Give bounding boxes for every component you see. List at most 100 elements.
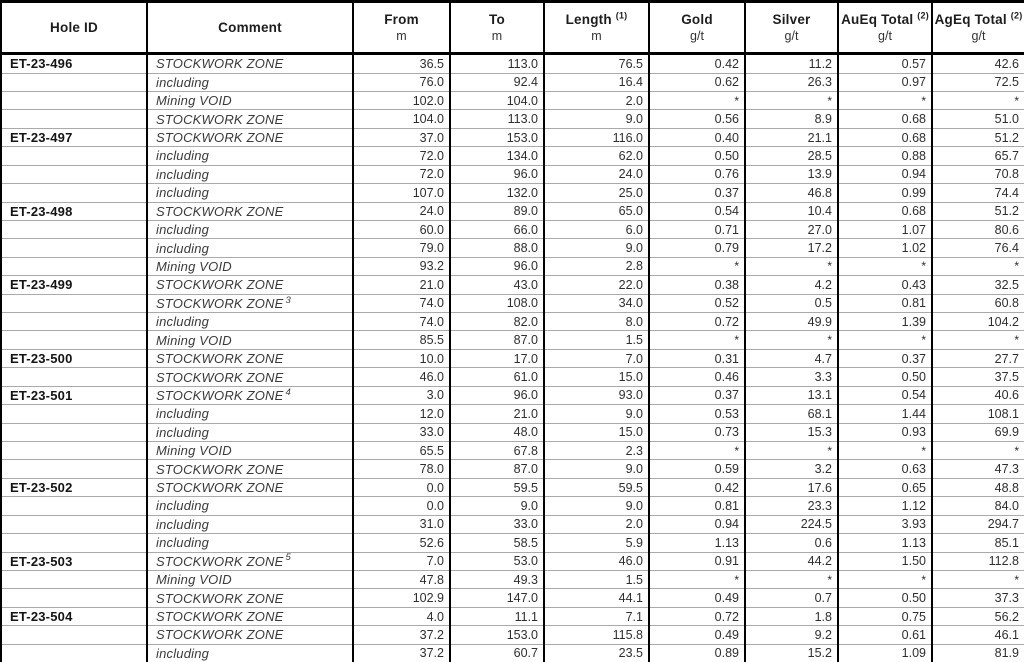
ageq-cell: 112.8 [931,551,1024,571]
aueq-cell: 1.02 [837,238,933,258]
hole-id-cell [0,293,148,313]
footnote-marker: 4 [285,386,291,398]
column-header-gold: Gold g/t [648,0,746,55]
comment-cell: Mining VOID [146,569,354,589]
table-row: Mining VOID 65.5 67.8 2.3 * * * * [0,440,1024,460]
length-cell: 16.4 [543,72,650,92]
aueq-cell: * [837,90,933,110]
comment-cell: Mining VOID [146,330,354,350]
gold-cell: * [648,256,746,276]
table-row: STOCKWORK ZONE 3 74.0 108.0 34.0 0.52 0.5 0.81 6… [0,293,1024,313]
to-cell: 92.4 [449,72,545,92]
to-cell: 43.0 [449,275,545,295]
length-cell: 9.0 [543,459,650,479]
length-cell: 116.0 [543,127,650,147]
table-row: Mining VOID 102.0 104.0 2.0 * * * * [0,90,1024,110]
ageq-cell: 69.9 [931,422,1024,442]
comment-cell: STOCKWORK ZONE [146,109,354,129]
gold-cell: 0.42 [648,53,746,74]
silver-cell: 23.3 [744,496,839,516]
from-cell: 60.0 [352,219,451,239]
column-header-comment: Comment [146,0,354,55]
comment-cell: including [146,533,354,553]
length-cell: 1.5 [543,569,650,589]
ageq-cell: 74.4 [931,183,1024,203]
from-cell: 7.0 [352,551,451,571]
gold-cell: 0.37 [648,183,746,203]
ageq-cell: 27.7 [931,348,1024,368]
comment-cell: STOCKWORK ZONE [146,625,354,645]
ageq-cell: 51.2 [931,127,1024,147]
hole-id-cell: ET-23-500 [0,348,148,368]
hole-id-cell [0,312,148,331]
hole-id-cell: ET-23-497 [0,127,148,147]
from-cell: 10.0 [352,348,451,368]
table-row: STOCKWORK ZONE 78.0 87.0 9.0 0.59 3.2 0.63 47.3 [0,459,1024,479]
comment-cell: including [146,146,354,166]
column-header-from: From m [352,0,451,55]
to-cell: 96.0 [449,385,545,405]
aueq-cell: * [837,569,933,589]
comment-cell: including [146,514,354,534]
aueq-cell: 0.43 [837,275,933,295]
comment-cell: including [146,164,354,184]
to-cell: 87.0 [449,330,545,350]
table-row: STOCKWORK ZONE 102.9 147.0 44.1 0.49 0.7 0.50 3… [0,588,1024,608]
column-header-aueq-total: AuEq Total (2) g/t [837,0,933,55]
aueq-cell: 1.44 [837,404,933,424]
ageq-cell: 294.7 [931,514,1024,534]
silver-cell: * [744,256,839,276]
silver-cell: 4.7 [744,348,839,368]
hole-id-cell [0,90,148,110]
gold-cell: * [648,440,746,460]
length-cell: 7.0 [543,348,650,368]
from-cell: 0.0 [352,496,451,516]
ageq-cell: 104.2 [931,312,1024,331]
aueq-cell: 0.63 [837,459,933,479]
silver-cell: 17.6 [744,477,839,497]
hole-id-cell: ET-23-504 [0,606,148,626]
table-row: ET-23-504 STOCKWORK ZONE 4.0 11.1 7.1 0.72 1.8… [0,606,1024,626]
from-cell: 0.0 [352,477,451,497]
aueq-cell: 0.99 [837,183,933,203]
silver-cell: 3.2 [744,459,839,479]
ageq-cell: 70.8 [931,164,1024,184]
length-cell: 62.0 [543,146,650,166]
ageq-cell: 81.9 [931,643,1024,662]
length-cell: 15.0 [543,367,650,387]
from-cell: 104.0 [352,109,451,129]
length-cell: 2.0 [543,90,650,110]
table-row: including 72.0 96.0 24.0 0.76 13.9 0.94 70.8 [0,164,1024,184]
hole-id-cell [0,496,148,516]
hole-id-cell [0,404,148,424]
column-header-length: Length (1) m [543,0,650,55]
aueq-cell: 0.88 [837,146,933,166]
comment-cell: Mining VOID [146,90,354,110]
silver-cell: 49.9 [744,312,839,331]
length-cell: 1.5 [543,330,650,350]
aueq-cell: 1.12 [837,496,933,516]
silver-cell: 224.5 [744,514,839,534]
silver-cell: 46.8 [744,183,839,203]
table-header: Hole ID Comment From m To m Length (1) m Go… [0,0,1024,55]
from-cell: 65.5 [352,440,451,460]
ageq-cell: 42.6 [931,53,1024,74]
footnote-marker: 3 [285,294,291,306]
from-cell: 85.5 [352,330,451,350]
length-cell: 7.1 [543,606,650,626]
from-cell: 33.0 [352,422,451,442]
table-row: including 31.0 33.0 2.0 0.94 224.5 3.93 294.7 [0,514,1024,534]
aueq-cell: 0.57 [837,53,933,74]
table-body: ET-23-496 STOCKWORK ZONE 36.5 113.0 76.5 0.42… [0,53,1024,662]
table-row: including 52.6 58.5 5.9 1.13 0.6 1.13 85.1 [0,533,1024,553]
ageq-cell: 37.5 [931,367,1024,387]
gold-cell: 0.56 [648,109,746,129]
from-cell: 107.0 [352,183,451,203]
silver-cell: 0.5 [744,293,839,313]
length-cell: 9.0 [543,109,650,129]
comment-cell: STOCKWORK ZONE [146,127,354,147]
length-cell: 6.0 [543,219,650,239]
to-cell: 58.5 [449,533,545,553]
table-row: ET-23-498 STOCKWORK ZONE 24.0 89.0 65.0 0.54 1… [0,201,1024,221]
silver-cell: 4.2 [744,275,839,295]
